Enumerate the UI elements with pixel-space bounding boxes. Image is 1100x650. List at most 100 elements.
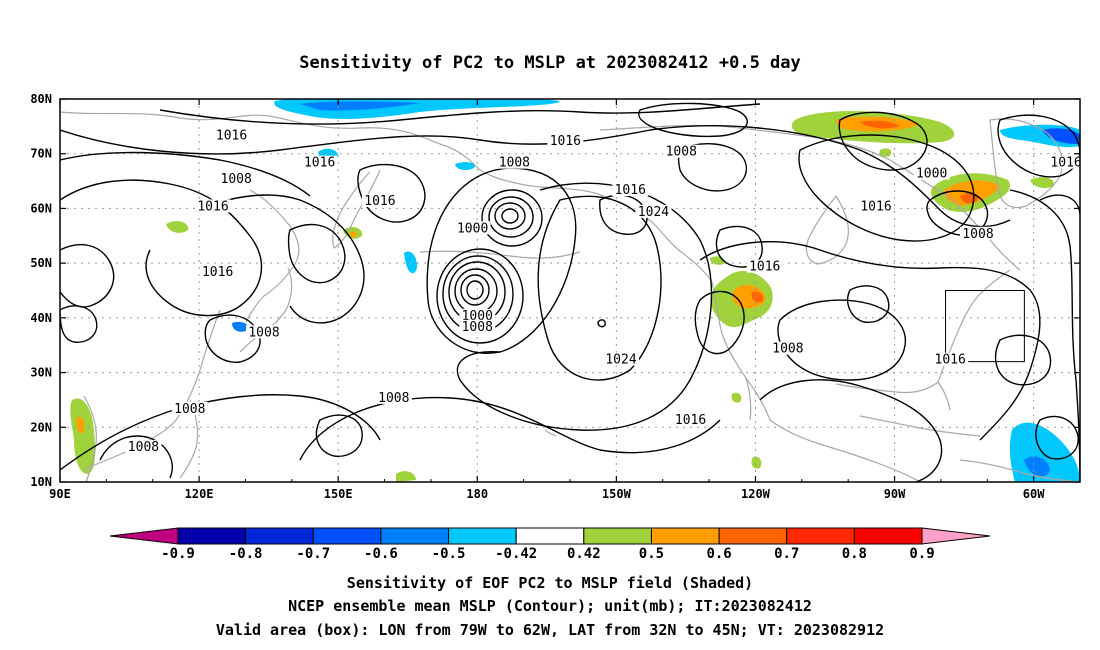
low-north-ring-2: [494, 202, 526, 230]
contour-nw-outer: [60, 151, 311, 197]
lat-tick-label: 70N: [30, 147, 52, 161]
contour-label: 1016: [304, 156, 335, 171]
contour-label: 1016: [675, 413, 706, 428]
contour-tropics-ring: [315, 414, 363, 457]
coast-alaska: [519, 183, 713, 283]
contour-mid-1016: [287, 223, 346, 284]
contour-label: 1016: [935, 353, 966, 368]
contour-label-bg: [858, 199, 894, 213]
shade-pos-9: [396, 471, 416, 482]
contour-label: 1008: [962, 227, 993, 242]
colorbar-label: -0.8: [229, 546, 263, 562]
contour-label-bg: [199, 265, 236, 279]
colorbar-label: 0.6: [706, 546, 731, 562]
contour-label: 1016: [202, 265, 233, 280]
contour-label-bg: [672, 412, 709, 426]
contour-label-bg: [459, 308, 496, 322]
map-background: [60, 99, 1080, 482]
colorbar-swatch: [177, 527, 247, 545]
lon-tick-label: 60W: [1023, 487, 1045, 501]
mslp-contours: [60, 102, 1080, 482]
colorbar-swatch: [515, 527, 585, 545]
low-north-ring-3: [488, 196, 534, 238]
colorbar-label: -0.42: [495, 546, 537, 562]
contour-1016-loop: [677, 143, 747, 192]
contour-1008-arctic: [60, 125, 1011, 228]
coast-indochina: [83, 395, 97, 482]
colorbar-label: 0.8: [842, 546, 867, 562]
contour-label-bg: [932, 352, 969, 366]
map-panel: 1016 1008 1016 1016 1016 1016 1008 1016 1024 1000…: [30, 92, 1081, 501]
lat-tick-label: 60N: [30, 201, 52, 215]
contour-labels: 1016 1008 1016 1016 1016 1016 1008 1016 1024 1000…: [125, 128, 1080, 455]
coast-asia-north: [60, 111, 521, 185]
colorbar-label: -0.5: [432, 546, 466, 562]
shade-neg-3: [404, 251, 418, 274]
lon-tick-label: 90E: [49, 487, 71, 501]
coast-greenland: [989, 118, 1063, 209]
colorbar-swatch: [380, 527, 450, 545]
shade-pos-11: [751, 456, 762, 469]
contour-label: 1016: [197, 199, 228, 214]
shade-pos-5: [166, 221, 189, 233]
contour-label-bg: [454, 221, 491, 235]
lat-tick-label: 30N: [30, 366, 52, 380]
coast-okhotsk: [245, 189, 300, 323]
contour-east-1016: [997, 114, 1080, 178]
coast-labrador: [947, 195, 1021, 271]
colorbar-swatch: [583, 527, 652, 545]
colorbar-swatch: [786, 527, 855, 545]
contour-label: 1008: [174, 402, 205, 417]
lat-tick-label: 80N: [30, 92, 52, 106]
contour-label-bg: [496, 155, 533, 169]
valid-area-box: [945, 290, 1025, 363]
contour-tropics-1008b: [99, 435, 173, 479]
shade-pos-6b: [350, 231, 357, 238]
contour-label-bg: [375, 390, 412, 404]
colorbar-swatch: [650, 527, 720, 545]
lat-tick-label: 40N: [30, 311, 52, 325]
contour-se-1016: [759, 379, 943, 482]
lon-tick-label: 90W: [884, 487, 906, 501]
colorbar-label: 0.7: [774, 546, 799, 562]
contour-label: 1008: [666, 145, 697, 160]
lon-tick-label: 180: [466, 487, 488, 501]
colorbar-label: -0.6: [364, 546, 398, 562]
lat-tick-label: 50N: [30, 256, 52, 270]
contour-small-ring: [597, 319, 606, 328]
contour-label: 1008: [128, 440, 159, 455]
contour-1016-arctic: [159, 103, 761, 125]
colorbar-label: -0.7: [296, 546, 330, 562]
coast-china: [83, 309, 221, 471]
colorbar-label: -0.9: [161, 546, 195, 562]
contour-label-bg: [635, 204, 672, 218]
colorbar-swatch: [718, 527, 788, 545]
axis-ticks: [59, 98, 1080, 483]
colorbar-swatch: [245, 527, 314, 545]
contour-label-bg: [913, 166, 950, 180]
contour-aleutian-1016: [357, 163, 426, 223]
contour-label-bg: [218, 172, 255, 186]
shade-pos-7b: [76, 416, 85, 434]
coast-caribbean: [859, 415, 981, 437]
contour-label-bg: [746, 259, 783, 273]
contour-label: 1016: [364, 194, 395, 209]
contour-japan-1008: [204, 314, 261, 363]
low-center-ring-1: [466, 280, 484, 300]
low-north-ring-4: [481, 189, 543, 247]
colorbar-swatch: [853, 527, 923, 545]
contour-label-bg: [125, 440, 162, 454]
lat-tick-label: 20N: [30, 420, 52, 434]
coast-florida: [937, 381, 951, 411]
contour-high-1016: [456, 182, 713, 431]
contour-label-bg: [612, 183, 649, 197]
coast-aleutians: [419, 250, 581, 259]
contour-label: 1000: [916, 167, 947, 182]
low-center-ring-6: [436, 248, 524, 344]
contour-label: 1008: [221, 172, 252, 187]
contour-nw-ring: [60, 305, 98, 343]
colorbar-swatch: [312, 527, 382, 545]
contour-label-bg: [603, 352, 639, 366]
shade-neg-5b: [1042, 128, 1080, 144]
